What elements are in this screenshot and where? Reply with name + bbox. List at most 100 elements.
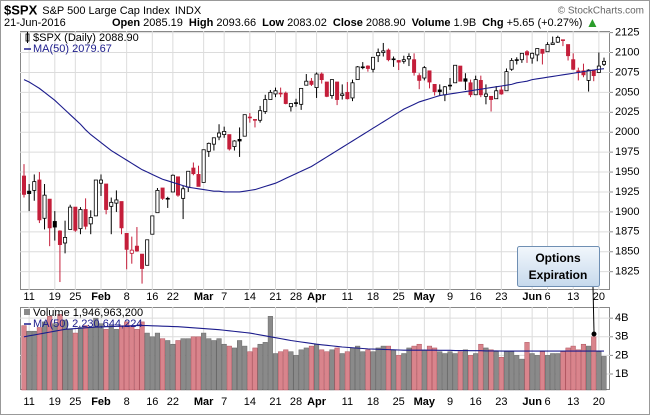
candle-body <box>412 59 417 73</box>
x-tick-label: 21 <box>269 291 281 303</box>
candle-body <box>581 70 586 76</box>
x-tick-label: May <box>414 291 436 303</box>
volume-bar <box>257 343 263 391</box>
y-tick-label: 2000 <box>615 126 639 138</box>
candle-body <box>88 217 93 225</box>
volume-bar <box>498 356 504 391</box>
volume-bar <box>242 345 248 391</box>
candle-body <box>468 82 473 96</box>
x-tick-label: 13 <box>567 396 579 408</box>
candle-body <box>181 188 186 199</box>
stat-label: Open <box>112 17 140 29</box>
candle-body <box>499 89 504 95</box>
volume-bar <box>36 327 42 391</box>
volume-bar <box>298 349 304 391</box>
volume-bar <box>349 347 356 391</box>
volume-bar <box>385 345 391 391</box>
volume-bar <box>129 325 135 391</box>
candle-body <box>258 110 263 121</box>
volume-bar <box>575 349 581 391</box>
candle-body <box>242 114 247 137</box>
volume-bar <box>396 355 402 391</box>
volume-bar <box>98 323 104 391</box>
legend-label: MA(50) 2079.67 <box>33 43 112 55</box>
candle-body <box>406 56 411 60</box>
candle-body <box>175 176 180 196</box>
volume-bar <box>544 355 551 391</box>
volume-bar <box>113 329 119 391</box>
candle-body <box>442 86 447 96</box>
change-arrow <box>588 19 597 27</box>
candle-body <box>365 65 370 69</box>
volume-bar <box>237 340 243 391</box>
candle-body <box>196 174 201 187</box>
candle-body <box>437 89 442 92</box>
candle-body <box>119 201 124 229</box>
candle-body <box>591 69 596 77</box>
stat-label: Chg <box>482 17 503 29</box>
x-tick-label: 11 <box>342 291 353 303</box>
y-tick-label: 2100 <box>615 46 639 58</box>
volume-bar <box>478 343 484 391</box>
candle-body <box>304 80 309 86</box>
candle-body <box>386 49 391 61</box>
candle-body <box>294 102 299 104</box>
volume-bar <box>272 353 279 391</box>
candle-body <box>504 71 509 92</box>
volume-bar <box>262 342 268 391</box>
stat-label: Close <box>333 17 363 29</box>
candle-body <box>63 237 68 244</box>
volume-bar <box>329 349 335 391</box>
x-tick-label: 22 <box>167 396 179 408</box>
volume-bar <box>462 349 468 391</box>
x-tick-label: 22 <box>167 291 179 303</box>
volume-bar <box>124 321 130 391</box>
x-tick-label: 20 <box>593 396 605 408</box>
volume-bar <box>278 351 284 391</box>
volume-bar <box>165 340 171 391</box>
candle-body <box>247 116 252 119</box>
candle-body <box>571 59 576 70</box>
volume-bar <box>509 351 515 391</box>
candle-body <box>27 190 32 194</box>
candle-body <box>540 48 545 54</box>
y-tick-label: 2050 <box>615 86 639 98</box>
volume-bar <box>62 319 68 391</box>
candle-body <box>68 206 73 230</box>
x-tick-label: 16 <box>146 396 158 408</box>
candle-body <box>324 81 329 97</box>
volume-bar <box>601 356 607 391</box>
volume-bar <box>216 338 222 391</box>
candle-body <box>519 52 524 61</box>
x-tick-label: 23 <box>495 396 507 408</box>
volume-bar <box>52 323 58 391</box>
candle-body <box>545 44 550 53</box>
volume-bar <box>288 351 294 391</box>
x-tick-label: 21 <box>269 396 281 408</box>
volume-bar <box>118 325 125 391</box>
candle-body <box>211 137 216 145</box>
candle-body <box>78 209 83 230</box>
x-tick-label: 20 <box>593 291 605 303</box>
candle-body <box>273 90 278 95</box>
volume-bar <box>26 330 32 391</box>
volume-bar <box>195 336 202 391</box>
stat-value: 1.9B <box>454 17 477 29</box>
volume-bar <box>493 351 499 391</box>
annotation-dot <box>591 331 597 337</box>
x-tick-label: 28 <box>290 291 302 303</box>
candle-body <box>155 189 160 214</box>
moving-average <box>23 325 605 352</box>
volume-bar <box>144 332 150 391</box>
candle-body <box>42 194 47 219</box>
volume-bar <box>580 343 587 391</box>
candle-body <box>391 58 396 61</box>
candle-body <box>283 92 288 104</box>
x-tick-label: 6 <box>544 396 550 408</box>
candle-body <box>299 87 304 105</box>
volume-bar <box>375 347 381 391</box>
candle-body <box>134 245 139 252</box>
stat-label: High <box>189 17 214 29</box>
volume-bar <box>303 347 309 391</box>
volume-bar <box>391 349 397 391</box>
